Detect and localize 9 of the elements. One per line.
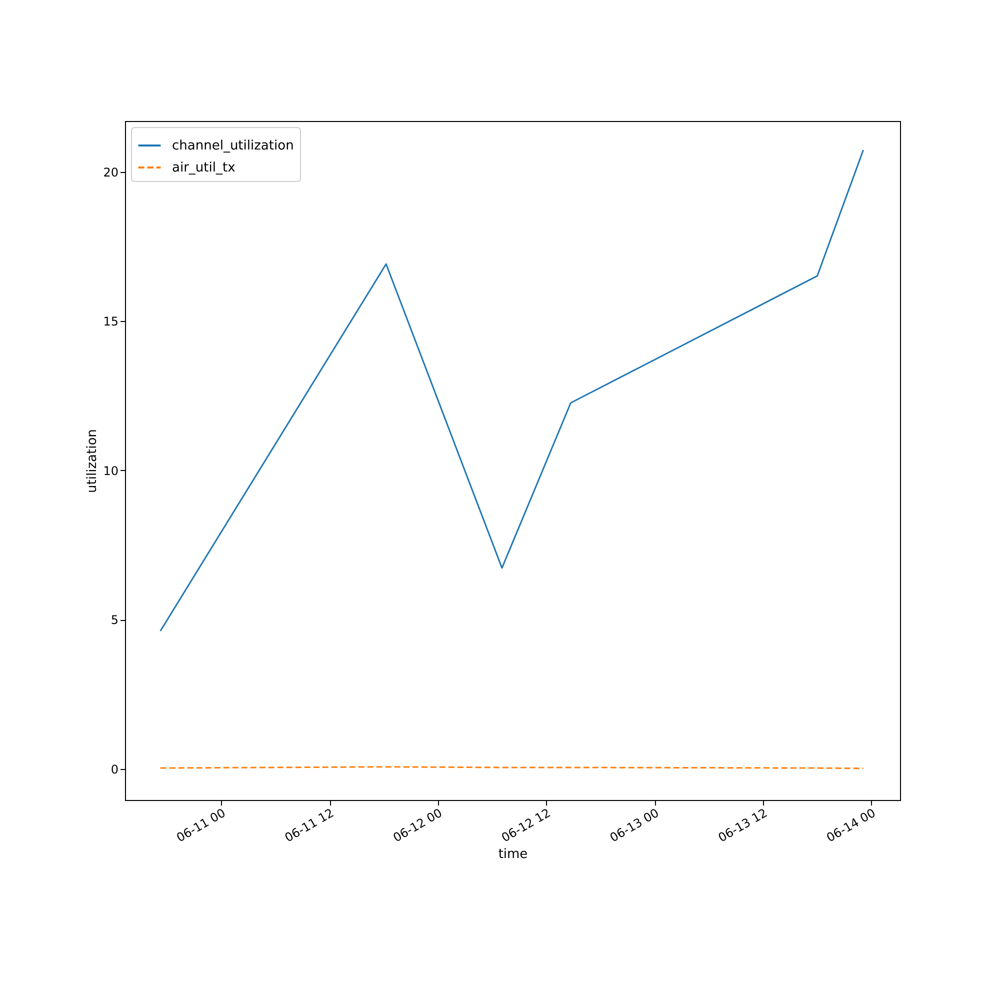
y-axis-title: utilization [85,429,100,493]
y-tick-label: 20 [103,165,118,180]
y-tick-label: 0 [110,762,118,776]
legend-label: air_util_tx [172,160,236,176]
y-tick-label: 5 [110,613,118,628]
x-axis-title: time [498,847,528,862]
y-tick-label: 10 [103,464,118,478]
y-tick-label: 15 [103,314,118,329]
legend-label: channel_utilization [172,138,294,154]
